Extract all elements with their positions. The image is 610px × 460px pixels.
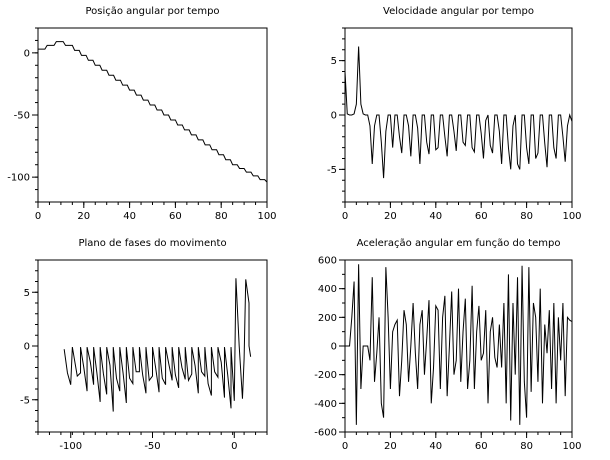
- x-tick-label: 0: [342, 211, 348, 222]
- x-tick-label: 0: [35, 211, 41, 222]
- y-tick-label: 0: [331, 111, 337, 122]
- x-tick-label: 80: [520, 441, 533, 452]
- y-tick-label: -600: [314, 428, 337, 439]
- y-tick-label: -50: [14, 111, 30, 122]
- y-tick-label: -200: [314, 370, 337, 381]
- y-tick-label: -400: [314, 399, 337, 410]
- x-tick-label: 20: [384, 441, 397, 452]
- plot-frame: [37, 27, 268, 203]
- x-tick-label: 100: [257, 211, 276, 222]
- y-tick-label: -5: [20, 395, 30, 406]
- x-tick-label: 80: [215, 211, 228, 222]
- chart-panel-3: Plano de fases do movimento -100 -50 0 5 0 -5: [20, 238, 268, 452]
- x-tick-label: 80: [520, 211, 533, 222]
- x-tick-label: 20: [77, 211, 90, 222]
- y-tick-label: 0: [331, 342, 337, 353]
- y-tick-label: 200: [318, 313, 337, 324]
- x-tick-label: 100: [562, 441, 581, 452]
- y-tick-label: -100: [7, 173, 30, 184]
- x-tick-label: 60: [475, 441, 488, 452]
- x-tick-label: 0: [231, 441, 237, 452]
- x-tick-label: 40: [429, 441, 442, 452]
- chart-title: Aceleração angular em função do tempo: [357, 238, 561, 249]
- plot-frame: [344, 259, 573, 433]
- series-line-1: [344, 46, 573, 179]
- x-tick-label: 100: [562, 211, 581, 222]
- y-tick-label: 400: [318, 284, 337, 295]
- y-tick-label: 5: [24, 288, 30, 299]
- x-tick-label: -50: [144, 441, 160, 452]
- chart-panel-4: Aceleração angular em função do tempo 0 20…: [314, 238, 581, 452]
- chart-panel-2: Velocidade angular por tempo 0 20 40 60 80 100…: [327, 6, 582, 222]
- series-line-1: [38, 41, 268, 183]
- chart-panel-1: Posição angular por tempo 0 20 40 60 80 100 0 -5…: [7, 6, 276, 222]
- x-tick-label: 0: [342, 441, 348, 452]
- chart-title: Velocidade angular por tempo: [383, 6, 534, 17]
- y-tick-label: 5: [331, 56, 337, 67]
- chart-title: Posição angular por tempo: [85, 6, 219, 17]
- series-line-1: [345, 264, 573, 425]
- series-line-1: [63, 278, 252, 412]
- x-tick-label: 40: [123, 211, 136, 222]
- y-tick-label: 0: [24, 48, 30, 59]
- x-tick-label: 60: [169, 211, 182, 222]
- chart-title: Plano de fases do movimento: [78, 238, 226, 249]
- x-tick-label: 60: [475, 211, 488, 222]
- x-tick-label: -100: [59, 441, 82, 452]
- y-tick-label: -5: [327, 165, 337, 176]
- y-tick-label: 0: [24, 342, 30, 353]
- y-tick-label: 600: [318, 256, 337, 267]
- x-tick-label: 40: [429, 211, 442, 222]
- x-tick-label: 20: [384, 211, 397, 222]
- plot-frame: [37, 259, 268, 433]
